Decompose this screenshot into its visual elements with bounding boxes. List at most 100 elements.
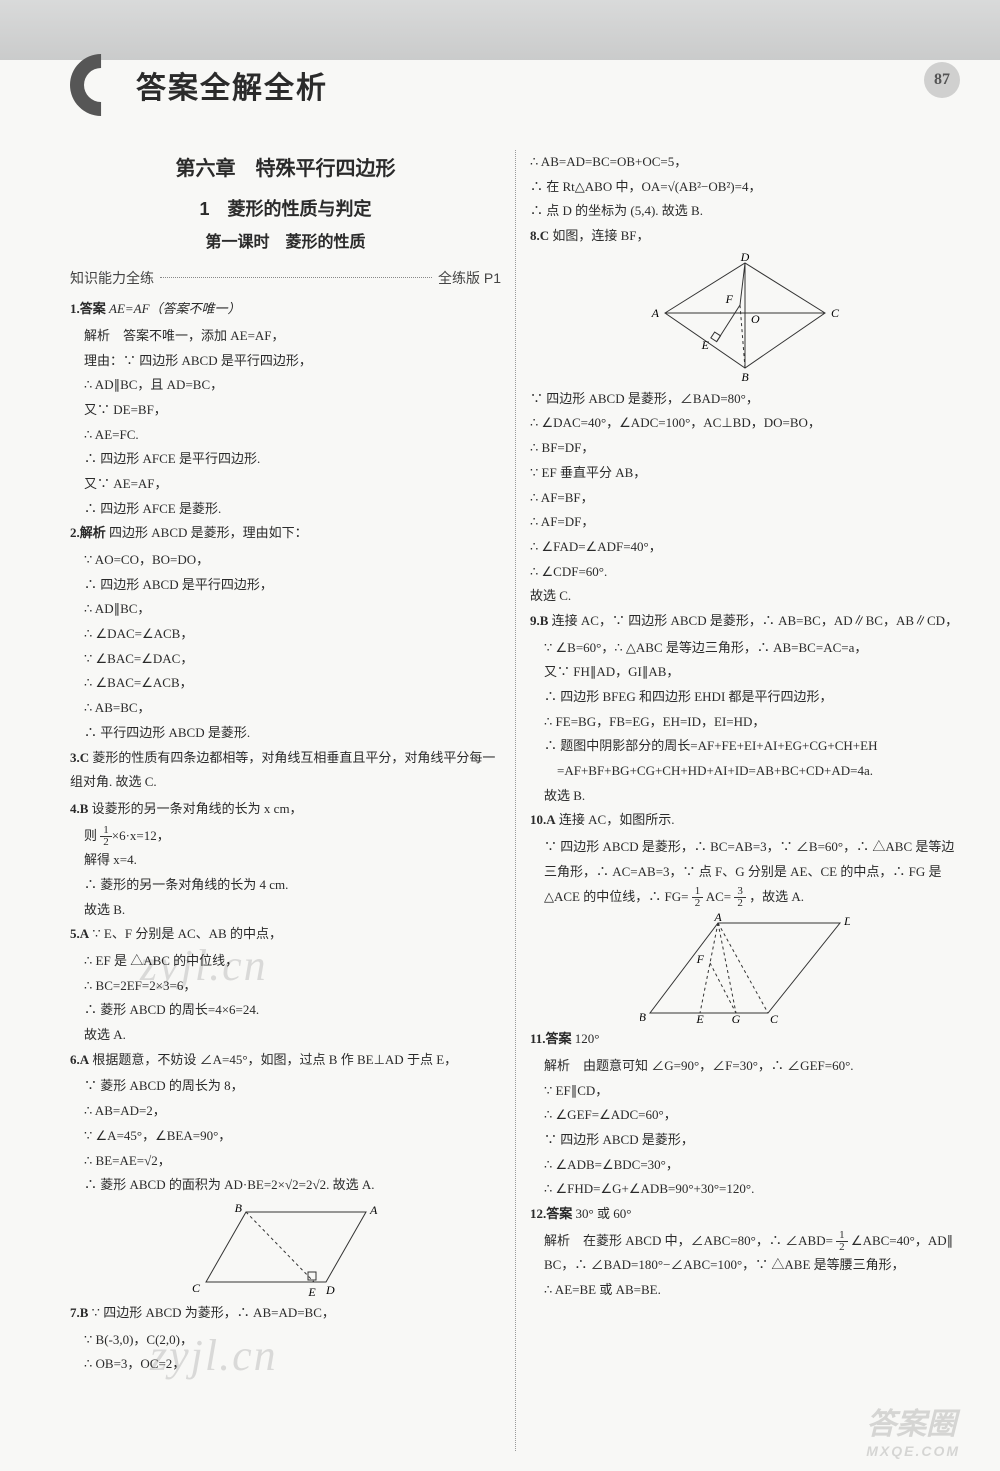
svg-text:D: D (325, 1283, 335, 1297)
q2-l2: ∴ AD∥BC， (84, 597, 501, 622)
q9-l7: 故选 B. (530, 784, 960, 809)
q7-l1: ∵ B(-3,0)，C(2,0)， (70, 1328, 501, 1353)
svg-text:B: B (741, 370, 749, 383)
q5-l4: 故选 A. (70, 1023, 501, 1048)
subhead-ref: 全练版 P1 (438, 265, 501, 292)
page-number: 87 (924, 62, 960, 98)
svg-text:A: A (651, 306, 660, 320)
q4-head: 4.B (70, 801, 88, 816)
q10-l3-end: ，故选 A. (749, 889, 804, 904)
q11: 11.答案 120° (530, 1027, 960, 1052)
q12-l3: ∴ AE=BE 或 AB=BE. (530, 1278, 960, 1303)
q8-head: 8.C (530, 228, 549, 243)
q1: 1.答案 AE=AF（答案不唯一） (70, 297, 501, 322)
svg-text:F: F (725, 292, 734, 306)
q6-l2: ∵ 菱形 ABCD 的周长为 8， (70, 1074, 501, 1099)
q6: 6.A 根据题意，不妨设 ∠A=45°，如图，过点 B 作 BE⊥AD 于点 E… (70, 1048, 501, 1073)
q8-l0: ∵ 四边形 ABCD 是菱形，∠BAD=80°， (530, 387, 960, 412)
q7-l0: ∵ 四边形 ABCD 为菱形，∴ AB=AD=BC， (92, 1305, 335, 1320)
q11-head: 11.答案 (530, 1031, 572, 1046)
q12-head: 12.答案 (530, 1206, 572, 1221)
q8-l3: ∵ EF 垂直平分 AB， (530, 461, 960, 486)
q8-intro: 如图，连接 BF， (552, 228, 649, 243)
header-bar (0, 0, 1000, 60)
q11-ans: 120° (575, 1031, 600, 1046)
q10-f1b: 2 (692, 898, 704, 909)
svg-text:C: C (770, 1012, 779, 1023)
q4-eq: 则 12×6·x=12， (70, 824, 501, 849)
q5: 5.A ∵ E、F 分别是 AC、AB 的中点， (70, 922, 501, 947)
column-left: 第六章 特殊平行四边形 1 菱形的性质与判定 第一课时 菱形的性质 知识能力全练… (70, 150, 515, 1451)
q1-l2: ∴ AD∥BC，且 AD=BC， (84, 373, 501, 398)
content: 第六章 特殊平行四边形 1 菱形的性质与判定 第一课时 菱形的性质 知识能力全练… (70, 150, 960, 1451)
chapter-heading: 第六章 特殊平行四边形 (70, 150, 501, 188)
q7-cont-2: ∴ 点 D 的坐标为 (5,4). 故选 B. (530, 199, 960, 224)
figure-rhomboid-be: B A C D E (70, 1202, 501, 1297)
q9-l6: =AF+BF+BG+CG+CH+HD+AI+ID=AB+BC+CD+AD=4a. (530, 759, 960, 784)
logo-icon (57, 41, 145, 129)
q11-l1: ∵ EF∥CD， (530, 1079, 960, 1104)
q2-l1: ∴ 四边形 ABCD 是平行四边形， (84, 573, 501, 598)
q10: 10.A 连接 AC，如图所示. (530, 808, 960, 833)
svg-text:D: D (843, 914, 850, 928)
q9-l0: 连接 AC，∵ 四边形 ABCD 是菱形，∴ AB=BC，AD∥BC，AB∥CD… (552, 613, 958, 628)
q10-head: 10.A (530, 812, 556, 827)
q1-l4: ∴ AE=FC. (84, 423, 501, 448)
svg-text:C: C (191, 1281, 200, 1295)
q1-l5: ∴ 四边形 AFCE 是平行四边形. (84, 447, 501, 472)
q8-l8: 故选 C. (530, 584, 960, 609)
svg-text:F: F (696, 952, 705, 966)
q10-l3-pre: △ACE 的中位线，∴ FG= (544, 889, 688, 904)
section-heading: 1 菱形的性质与判定 (70, 192, 501, 226)
q4-l1: 设菱形的另一条对角线的长为 x cm， (92, 801, 303, 816)
q1-l7: ∴ 四边形 AFCE 是菱形. (84, 497, 501, 522)
q8-l1: ∴ ∠DAC=40°，∠ADC=100°，AC⊥BD，DO=BO， (530, 411, 960, 436)
q12-ans: 30° 或 60° (576, 1206, 632, 1221)
q2-head: 2.解析 (70, 525, 106, 540)
q9-head: 9.B (530, 613, 548, 628)
figure-rhombus-diag: A B C D O F E (530, 253, 960, 383)
q10-l1: 连接 AC，如图所示. (559, 812, 675, 827)
q2-l0: ∵ AO=CO，BO=DO， (84, 548, 501, 573)
q2-l6: ∴ AB=BC， (84, 696, 501, 721)
q11-l5: ∴ ∠FHD=∠G+∠ADB=90°+30°=120°. (530, 1177, 960, 1202)
q7-l2: ∴ OB=3，OC=2， (70, 1352, 501, 1377)
q10-f2b: 2 (734, 898, 746, 909)
q9-l4: ∴ FE=BG，FB=EG，EH=ID，EI=HD， (530, 710, 960, 735)
svg-text:E: E (701, 338, 710, 352)
q4-l4: ∴ 菱形的另一条对角线的长为 4 cm. (70, 873, 501, 898)
q2-l4: ∵ ∠BAC=∠DAC， (84, 647, 501, 672)
q2-ans: 四边形 ABCD 是菱形，理由如下： (109, 525, 308, 540)
q7-cont-0: ∴ AB=AD=BC=OB+OC=5， (530, 150, 960, 175)
q1-l0: 解析 答案不唯一，添加 AE=AF， (84, 324, 501, 349)
q6-l3: ∴ AB=AD=2， (70, 1099, 501, 1124)
q4-frac-bot: 2 (100, 837, 112, 848)
q5-l1: ∴ EF 是 △ABC 的中位线， (70, 949, 501, 974)
q3: 3.C 菱形的性质有四条边都相等，对角线互相垂直且平分，对角线平分每一组对角. … (70, 746, 501, 795)
q11-l4: ∴ ∠ADB=∠BDC=30°， (530, 1153, 960, 1178)
q12: 12.答案 30° 或 60° (530, 1202, 960, 1227)
q3-head: 3.C (70, 750, 89, 765)
main-title: 答案全解全析 (136, 63, 328, 107)
q12-l1: 解析 在菱形 ABCD 中，∠ABC=80°，∴ ∠ABD= 12 ∠ABC=4… (530, 1229, 960, 1254)
q1-l3: 又∵ DE=BF， (84, 398, 501, 423)
q7: 7.B ∵ 四边形 ABCD 为菱形，∴ AB=AD=BC， (70, 1301, 501, 1326)
q1-l6: 又∵ AE=AF， (84, 472, 501, 497)
q8: 8.C 如图，连接 BF， (530, 224, 960, 249)
q8-l2: ∴ BF=DF， (530, 436, 960, 461)
rhomboid-svg: B A C D E (186, 1202, 386, 1297)
q6-l1: 根据题意，不妨设 ∠A=45°，如图，过点 B 作 BE⊥AD 于点 E， (92, 1052, 457, 1067)
q2: 2.解析 四边形 ABCD 是菱形，理由如下： (70, 521, 501, 546)
q9: 9.B 连接 AC，∵ 四边形 ABCD 是菱形，∴ AB=BC，AD∥BC，A… (530, 609, 960, 634)
q6-head: 6.A (70, 1052, 89, 1067)
q2-l5: ∴ ∠BAC=∠ACB， (84, 671, 501, 696)
q2-body: ∵ AO=CO，BO=DO， ∴ 四边形 ABCD 是平行四边形， ∴ AD∥B… (70, 548, 501, 746)
q9-l5: ∴ 题图中阴影部分的周长=AF+FE+EI+AI+EG+CG+CH+EH (530, 734, 960, 759)
q5-head: 5.A (70, 926, 89, 941)
column-right: ∴ AB=AD=BC=OB+OC=5， ∴ 在 Rt△ABO 中，OA=√(AB… (515, 150, 960, 1451)
q4-l3: 解得 x=4. (70, 848, 501, 873)
q8-l5: ∴ AF=DF， (530, 510, 960, 535)
q9-l2: 又∵ FH∥AD，GI∥AB， (530, 660, 960, 685)
svg-text:B: B (640, 1010, 647, 1023)
figure-parallelogram-fg: A D B E G C F (530, 913, 960, 1023)
